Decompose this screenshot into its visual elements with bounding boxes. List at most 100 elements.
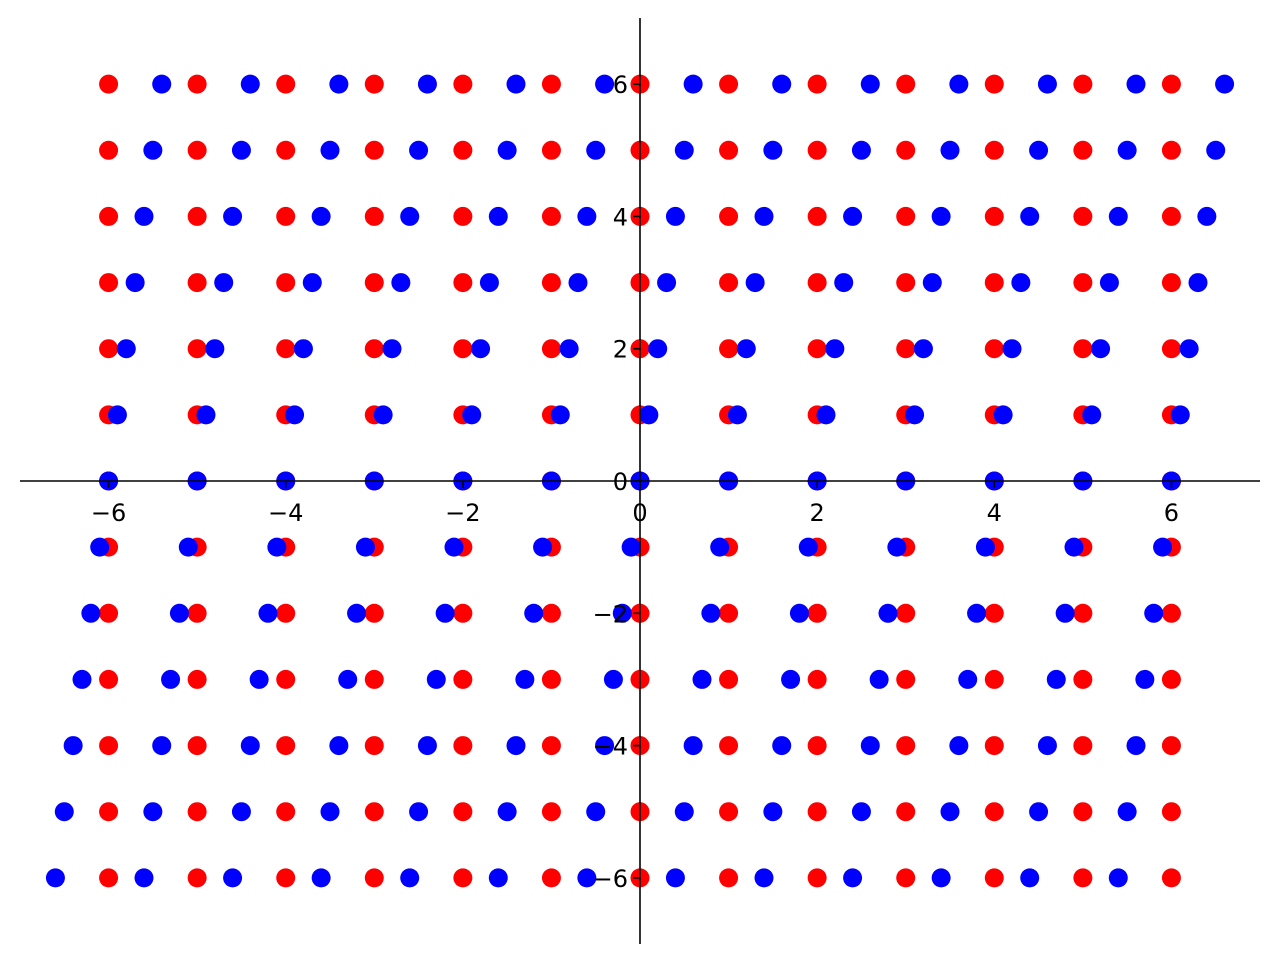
point-series-1	[860, 74, 880, 94]
point-series-0	[541, 74, 561, 94]
point-series-0	[99, 273, 119, 293]
point-series-1	[1153, 537, 1173, 557]
point-series-0	[807, 74, 827, 94]
point-series-1	[931, 868, 951, 888]
point-series-1	[506, 736, 526, 756]
point-series-1	[1020, 868, 1040, 888]
point-series-1	[1126, 736, 1146, 756]
point-series-0	[984, 802, 1004, 822]
point-series-0	[807, 669, 827, 689]
point-series-1	[1170, 405, 1190, 425]
point-series-1	[249, 669, 269, 689]
point-series-1	[550, 405, 570, 425]
point-series-1	[967, 603, 987, 623]
y-tick-label: −6	[593, 865, 628, 893]
point-series-0	[807, 206, 827, 226]
point-series-0	[453, 273, 473, 293]
point-series-0	[276, 206, 296, 226]
point-series-0	[99, 736, 119, 756]
point-series-0	[364, 736, 384, 756]
point-series-0	[453, 802, 473, 822]
point-series-1	[843, 206, 863, 226]
point-series-0	[99, 74, 119, 94]
point-series-1	[1082, 405, 1102, 425]
point-series-0	[99, 603, 119, 623]
point-series-1	[329, 74, 349, 94]
point-series-0	[99, 669, 119, 689]
point-series-1	[258, 603, 278, 623]
point-series-0	[276, 74, 296, 94]
point-series-1	[621, 537, 641, 557]
point-series-1	[125, 273, 145, 293]
x-tick-label: −6	[91, 499, 126, 527]
point-series-1	[1091, 339, 1111, 359]
point-series-0	[541, 868, 561, 888]
point-series-1	[1046, 669, 1066, 689]
point-series-1	[674, 140, 694, 160]
point-series-1	[81, 603, 101, 623]
point-series-1	[223, 206, 243, 226]
point-series-0	[453, 868, 473, 888]
point-series-0	[187, 736, 207, 756]
point-series-0	[984, 736, 1004, 756]
point-series-1	[435, 603, 455, 623]
y-tick-label: 4	[613, 203, 628, 231]
point-series-1	[1188, 273, 1208, 293]
point-series-1	[285, 405, 305, 425]
point-series-0	[1073, 802, 1093, 822]
point-series-0	[807, 603, 827, 623]
point-series-1	[843, 868, 863, 888]
point-series-1	[710, 537, 730, 557]
point-series-1	[1029, 140, 1049, 160]
point-series-1	[568, 273, 588, 293]
point-series-0	[1073, 868, 1093, 888]
point-series-1	[639, 405, 659, 425]
point-series-0	[719, 74, 739, 94]
point-series-0	[896, 802, 916, 822]
point-series-1	[1020, 206, 1040, 226]
point-series-1	[1011, 273, 1031, 293]
point-series-0	[807, 868, 827, 888]
point-series-0	[276, 736, 296, 756]
point-series-0	[1161, 206, 1181, 226]
point-series-0	[276, 669, 296, 689]
point-series-1	[497, 802, 517, 822]
point-series-0	[1161, 339, 1181, 359]
point-series-1	[488, 206, 508, 226]
point-series-1	[143, 140, 163, 160]
point-series-1	[462, 405, 482, 425]
point-series-1	[577, 868, 597, 888]
point-series-1	[958, 669, 978, 689]
point-series-0	[364, 273, 384, 293]
point-series-0	[896, 206, 916, 226]
point-series-1	[311, 206, 331, 226]
point-series-1	[45, 868, 65, 888]
point-series-1	[338, 669, 358, 689]
point-series-1	[400, 868, 420, 888]
point-series-1	[860, 736, 880, 756]
point-series-0	[1073, 669, 1093, 689]
point-series-0	[719, 868, 739, 888]
point-series-0	[364, 140, 384, 160]
point-series-1	[595, 74, 615, 94]
point-series-1	[169, 603, 189, 623]
point-series-0	[1161, 140, 1181, 160]
point-series-0	[187, 339, 207, 359]
point-series-1	[426, 669, 446, 689]
point-series-1	[922, 273, 942, 293]
point-series-1	[913, 339, 933, 359]
point-series-0	[1161, 669, 1181, 689]
point-series-1	[612, 603, 632, 623]
point-series-1	[1117, 802, 1137, 822]
point-series-1	[417, 74, 437, 94]
y-tick-label: 2	[613, 336, 628, 364]
point-series-0	[807, 273, 827, 293]
point-series-0	[276, 603, 296, 623]
y-tick-label: −2	[593, 600, 628, 628]
point-series-1	[373, 405, 393, 425]
point-series-0	[896, 339, 916, 359]
point-series-1	[586, 802, 606, 822]
point-series-1	[107, 405, 127, 425]
point-series-0	[453, 339, 473, 359]
point-series-1	[311, 868, 331, 888]
